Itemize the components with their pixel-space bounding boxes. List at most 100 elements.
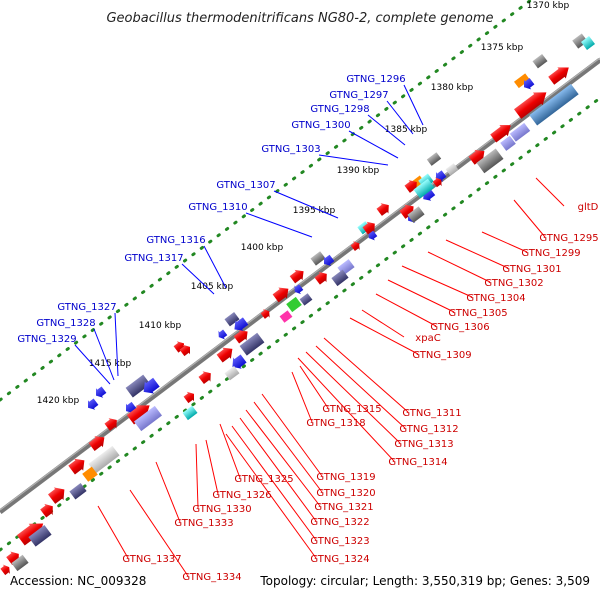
feature-block — [476, 148, 504, 174]
feature-block — [125, 374, 151, 398]
inner-ruler-track — [0, 96, 600, 552]
feature-block — [445, 163, 459, 176]
feature-block — [286, 296, 302, 313]
feature-block — [134, 405, 162, 432]
leader-line-red — [513, 199, 546, 238]
tick-label: 1420 kbp — [37, 396, 80, 406]
feature-block — [28, 525, 52, 547]
gene-label-bottom: GTNG_1334 — [182, 572, 241, 583]
feature-block — [331, 269, 349, 287]
leader-line-red — [445, 239, 509, 269]
leader-line-red — [387, 279, 455, 313]
reverse-gene-glyph — [423, 188, 436, 201]
leader-line-red — [219, 423, 241, 479]
forward-gene-glyph — [179, 344, 191, 357]
gene-label-bottom: GTNG_1326 — [212, 490, 271, 501]
gene-label-top: GTNG_1316 — [146, 235, 205, 246]
leader-line-red — [481, 231, 528, 253]
leader-line-red — [361, 309, 405, 338]
feature-block — [310, 251, 326, 266]
forward-gene-glyph — [198, 371, 211, 385]
feature-block — [88, 445, 120, 474]
gene-label-top: GTNG_1329 — [17, 334, 76, 345]
leader-line-red — [129, 489, 189, 577]
footer: Accession: NC_009328 Topology: circular;… — [10, 574, 590, 588]
feature-block — [407, 206, 425, 223]
reverse-gene-glyph — [294, 284, 304, 295]
forward-gene-glyph — [548, 67, 569, 85]
feature-block — [299, 293, 313, 306]
feature-block — [500, 135, 516, 151]
gene-label-bottom: GTNG_1321 — [314, 502, 373, 513]
reverse-gene-glyph — [368, 230, 378, 241]
forward-gene-glyph — [40, 503, 53, 518]
reverse-gene-glyph — [218, 329, 228, 340]
gene-label-bottom: GTNG_1319 — [316, 472, 375, 483]
gene-label-bottom: GTNG_1305 — [448, 308, 507, 319]
reverse-gene-glyph — [95, 386, 107, 398]
tick-label: 1370 kbp — [527, 1, 570, 11]
leader-line-red — [245, 409, 321, 507]
gene-label-bottom: GTNG_1301 — [502, 264, 561, 275]
gene-labels: GTNG_1296 GTNG_1297 GTNG_1298 GTNG_1300 GTNG… — [17, 74, 598, 583]
forward-gene-glyph — [362, 221, 375, 235]
reverse-gene-glyph — [143, 377, 160, 394]
gene-label-bottom: GTNG_1325 — [234, 474, 293, 485]
feature-block — [514, 73, 530, 89]
feature-block — [532, 53, 548, 69]
outer-ruler-track — [0, 0, 534, 402]
leader-line-blue — [386, 100, 414, 135]
forward-gene-glyph — [514, 92, 547, 119]
leader-line-red — [299, 365, 329, 409]
gene-label-top: GTNG_1303 — [261, 144, 320, 155]
leader-line-blue — [318, 154, 389, 166]
gene-label-top: GTNG_1317 — [124, 253, 183, 264]
forward-gene-glyph — [233, 330, 248, 344]
gene-label-bottom: GTNG_1315 — [322, 404, 381, 415]
gene-label-bottom: GTNG_1306 — [430, 322, 489, 333]
reverse-gene-glyph — [232, 354, 247, 369]
feature-block — [529, 83, 579, 126]
gene-label-bottom: GTNG_1295 — [539, 233, 598, 244]
tick-label: 1375 kbp — [481, 43, 524, 53]
feature-block — [426, 152, 442, 166]
tick-label: 1405 kbp — [191, 282, 234, 292]
forward-gene-glyph — [48, 487, 65, 504]
forward-gene-glyph — [0, 564, 10, 576]
leader-line-red — [305, 351, 401, 444]
forward-gene-glyph — [216, 347, 233, 363]
feature-block — [239, 332, 265, 356]
gene-label-bottom: GTNG_1311 — [402, 408, 461, 419]
leader-line-red — [323, 337, 409, 413]
leader-line-red — [427, 251, 491, 283]
gene-label-bottom: gltD — [578, 202, 599, 213]
topology-text: Topology: circular; Length: 3,550,319 bp… — [259, 574, 590, 588]
gene-label-top: GTNG_1310 — [188, 202, 247, 213]
feature-block — [572, 33, 588, 49]
gene-label-bottom: GTNG_1318 — [306, 418, 365, 429]
feature-block — [224, 366, 240, 381]
leader-line-red — [239, 417, 317, 522]
gene-label-bottom: GTNG_1299 — [521, 248, 580, 259]
reverse-gene-glyph — [523, 78, 535, 90]
gene-label-top: GTNG_1298 — [310, 104, 369, 115]
feature-block — [224, 312, 240, 327]
leader-line-blue — [403, 84, 424, 126]
title-group: Geobacillus thermodenitrificans NG80-2, … — [106, 11, 493, 26]
map-title: Geobacillus thermodenitrificans NG80-2, … — [106, 11, 493, 26]
leader-line-blue — [367, 114, 406, 146]
tick-label: 1390 kbp — [337, 166, 380, 176]
kbp-ticks: 1370 kbp 1375 kbp 1380 kbp 1385 kbp 1390 kbp… — [37, 1, 570, 406]
tick-label: 1415 kbp — [89, 359, 132, 369]
leader-line-red — [155, 461, 181, 523]
feature-block — [69, 483, 87, 500]
feature-block — [82, 466, 98, 482]
forward-gene-glyph — [376, 203, 389, 216]
ruler-tracks — [0, 0, 600, 552]
leader-line-blue — [203, 245, 227, 289]
feature-block — [509, 122, 531, 142]
forward-gene-glyph — [432, 177, 442, 188]
reverse-gene-glyph — [323, 254, 335, 266]
reverse-gene-glyph — [87, 398, 99, 410]
tick-label: 1410 kbp — [139, 321, 182, 331]
